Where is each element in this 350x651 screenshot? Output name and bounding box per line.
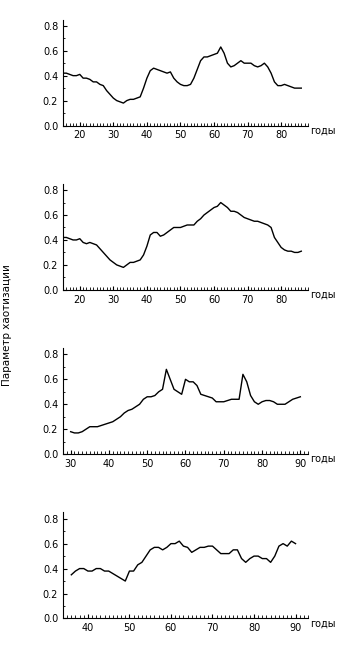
Text: Параметр хаотизации: Параметр хаотизации: [2, 264, 12, 387]
Text: годы: годы: [310, 454, 336, 464]
Text: годы: годы: [310, 126, 336, 135]
Text: годы: годы: [310, 618, 336, 628]
Text: годы: годы: [310, 290, 336, 300]
